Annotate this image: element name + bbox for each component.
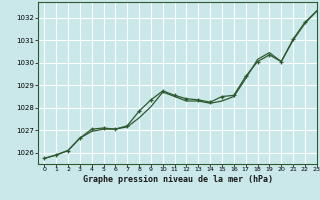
X-axis label: Graphe pression niveau de la mer (hPa): Graphe pression niveau de la mer (hPa) bbox=[83, 175, 273, 184]
